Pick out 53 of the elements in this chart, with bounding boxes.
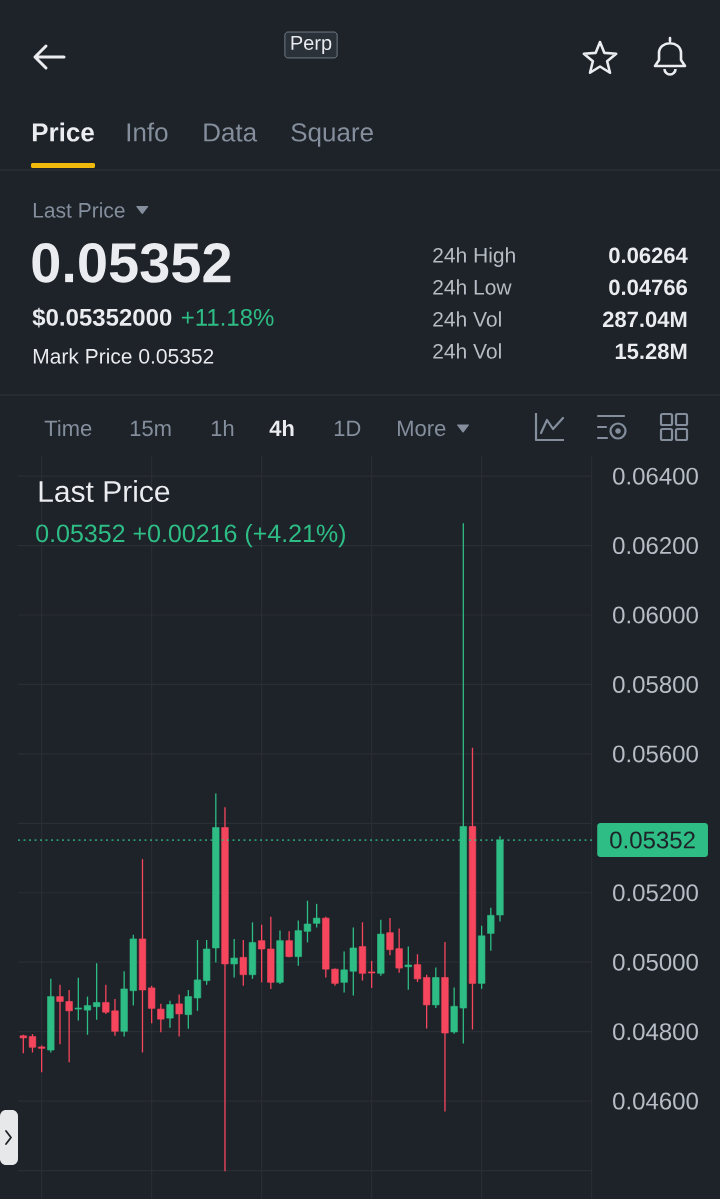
text: 287.04M — [602, 311, 687, 328]
candlestick — [83, 995, 92, 1036]
text: Last Price — [39, 480, 170, 503]
text: 24h Vol — [433, 311, 501, 327]
candlestick — [313, 903, 321, 929]
text: 24h Vol — [433, 343, 501, 359]
text: 1h — [211, 419, 234, 436]
text: Time — [44, 419, 92, 437]
y-tick-label: 0.06000 — [613, 606, 698, 624]
text: +11.18% — [181, 308, 274, 326]
candlestick — [28, 1033, 37, 1054]
candlestick — [413, 953, 422, 983]
text: 24h Low — [433, 279, 512, 295]
y-tick-label: 0.05000 — [613, 953, 698, 971]
candlestick — [404, 945, 412, 991]
candlestick — [175, 993, 183, 1038]
text: $0.05352000 — [32, 307, 172, 328]
candlestick — [285, 930, 293, 958]
y-tick-label: 0.05800 — [613, 675, 698, 693]
text: 1D — [334, 420, 361, 436]
candlestick — [74, 977, 82, 1022]
y-tick-label: 0.06200 — [613, 537, 698, 555]
text: Perp — [291, 36, 332, 54]
candlestick — [166, 1000, 174, 1029]
candlestick — [38, 1044, 46, 1073]
candlestick — [368, 960, 376, 989]
text: Data — [204, 123, 258, 142]
text: 15.28M — [615, 343, 687, 360]
text: 0.04766 — [609, 279, 688, 296]
candlestick — [230, 938, 238, 979]
ref-line-label: 0.05352 — [610, 831, 695, 849]
y-tick-label: 0.04600 — [613, 1092, 698, 1110]
candlestick — [193, 939, 202, 1012]
text: Last Price — [33, 202, 125, 218]
y-tick-label: 0.04800 — [613, 1023, 698, 1041]
text: Square — [291, 123, 373, 147]
y-tick-label: 0.05600 — [613, 745, 698, 763]
text: Info — [127, 122, 168, 142]
text: 15m — [130, 420, 171, 437]
candlestick — [93, 962, 101, 1021]
text: 0.06264 — [609, 247, 688, 264]
y-tick-label: 0.05200 — [613, 884, 698, 902]
candlestick — [303, 900, 312, 944]
text: 4h — [269, 419, 294, 436]
text: Price — [32, 122, 94, 142]
text: More — [398, 420, 446, 437]
candlestick — [239, 939, 247, 987]
text: 24h High — [433, 247, 515, 267]
y-tick-label: 0.06400 — [613, 467, 698, 485]
text: 0.05352 +0.00216 (+4.21%) — [36, 523, 345, 548]
candlestick — [184, 989, 192, 1030]
text: Mark Price 0.05352 — [33, 348, 214, 364]
text: 0.05352 — [32, 243, 231, 283]
